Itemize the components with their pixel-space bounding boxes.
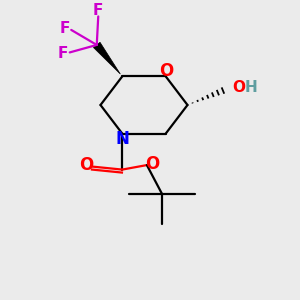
Text: O: O — [159, 62, 173, 80]
Text: N: N — [115, 130, 129, 148]
Text: O: O — [232, 80, 245, 95]
Text: F: F — [58, 46, 68, 61]
Polygon shape — [94, 42, 120, 74]
Text: F: F — [59, 21, 70, 36]
Text: H: H — [244, 80, 257, 95]
Text: O: O — [145, 154, 159, 172]
Text: O: O — [79, 156, 93, 174]
Text: F: F — [93, 3, 104, 18]
